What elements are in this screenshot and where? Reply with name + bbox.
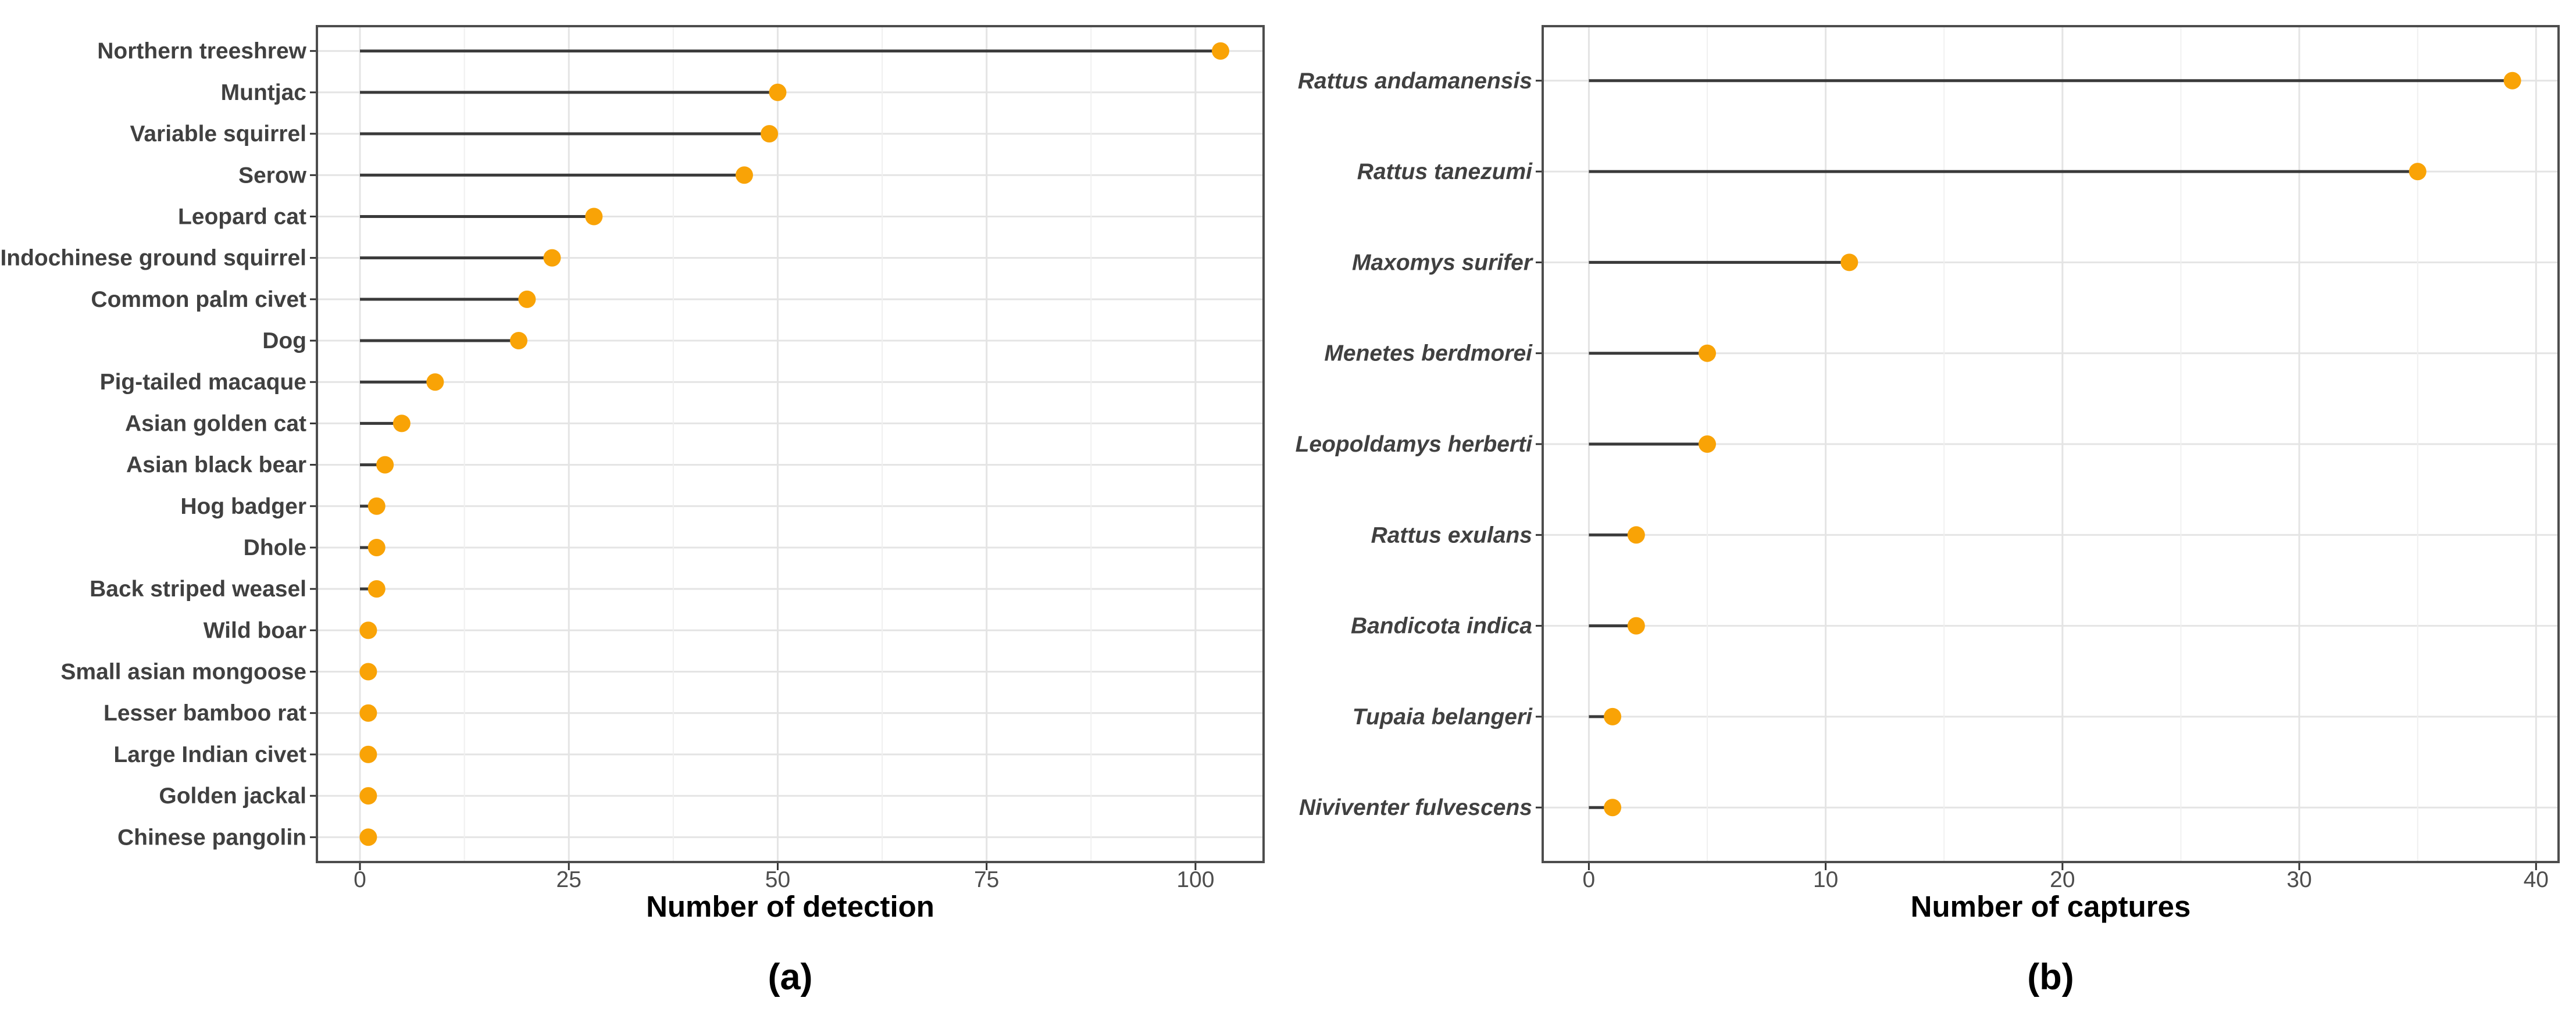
lollipop-dot bbox=[518, 290, 536, 308]
lollipop-dot bbox=[1627, 526, 1645, 544]
category-label: Golden jackal bbox=[159, 784, 306, 809]
lollipop-dot bbox=[1699, 435, 1717, 453]
category-label: Pig-tailed macaque bbox=[100, 370, 306, 395]
lollipop-dot bbox=[735, 166, 753, 184]
x-tick-label: 75 bbox=[974, 867, 999, 892]
lollipop-dot bbox=[359, 787, 377, 805]
x-tick-label: 30 bbox=[2286, 867, 2311, 892]
category-label: Northern treeshrew bbox=[97, 39, 306, 64]
category-label: Back striped weasel bbox=[90, 577, 306, 602]
lollipop-dot bbox=[368, 497, 386, 515]
lollipop-dot bbox=[2503, 71, 2521, 90]
category-label: Leopard cat bbox=[178, 204, 306, 229]
lollipop-dot bbox=[359, 621, 377, 639]
x-axis-title: Number of captures bbox=[1911, 890, 2191, 923]
lollipop-dot bbox=[1699, 344, 1717, 362]
category-label: Rattus exulans bbox=[1371, 523, 1532, 548]
lollipop-dot bbox=[585, 208, 603, 226]
lollipop-dot bbox=[510, 332, 528, 350]
x-tick-label: 40 bbox=[2524, 867, 2549, 892]
category-label: Rattus andamanensis bbox=[1298, 69, 1532, 94]
category-label: Indochinese ground squirrel bbox=[0, 246, 306, 271]
category-label: Menetes berdmorei bbox=[1324, 341, 1533, 366]
category-label: Bandicota indica bbox=[1351, 614, 1532, 639]
panel-caption: (a) bbox=[768, 957, 813, 997]
category-label: Asian black bear bbox=[126, 453, 306, 478]
x-tick-label: 0 bbox=[354, 867, 366, 892]
category-label: Common palm civet bbox=[91, 287, 306, 312]
category-label: Niviventer fulvescens bbox=[1299, 795, 1532, 820]
lollipop-dot bbox=[1627, 617, 1645, 635]
lollipop-dot bbox=[359, 828, 377, 846]
lollipop-dot bbox=[543, 249, 561, 267]
category-label: Large Indian civet bbox=[113, 742, 306, 767]
category-label: Leopoldamys herberti bbox=[1296, 432, 1533, 457]
lollipop-dot bbox=[359, 745, 377, 763]
category-label: Muntjac bbox=[221, 80, 306, 105]
lollipop-dot bbox=[359, 704, 377, 722]
lollipop-dot bbox=[359, 663, 377, 681]
category-label: Rattus tanezumi bbox=[1357, 159, 1533, 184]
x-tick-label: 0 bbox=[1583, 867, 1596, 892]
lollipop-dot bbox=[769, 83, 787, 101]
x-axis-title: Number of detection bbox=[646, 890, 934, 923]
category-label: Dog bbox=[262, 328, 306, 353]
lollipop-dot bbox=[761, 125, 779, 143]
panel-border bbox=[1542, 25, 2560, 863]
panel-a: 0 25 50 75 100 Northern treeshrew Muntjac Varia… bbox=[0, 25, 1265, 997]
lollipop-dot bbox=[393, 414, 411, 432]
panel-border bbox=[316, 25, 1265, 863]
category-label: Lesser bamboo rat bbox=[104, 701, 306, 726]
lollipop-dot bbox=[1604, 707, 1622, 725]
lollipop-dot bbox=[368, 580, 386, 598]
lollipop-dot bbox=[426, 373, 444, 391]
category-label: Wild boar bbox=[204, 618, 306, 643]
panel-b: 0 10 20 30 40 Rattus andamanensis Rattus tanez… bbox=[1296, 25, 2560, 997]
x-tick-label: 50 bbox=[765, 867, 790, 892]
category-label: Asian golden cat bbox=[125, 411, 306, 436]
x-tick-label: 100 bbox=[1176, 867, 1214, 892]
x-tick-label: 20 bbox=[2050, 867, 2075, 892]
category-label: Small asian mongoose bbox=[60, 660, 306, 685]
lollipop-dot bbox=[1604, 799, 1622, 817]
lollipop-dot bbox=[368, 538, 386, 556]
category-label: Dhole bbox=[244, 535, 306, 560]
category-label: Chinese pangolin bbox=[117, 825, 306, 850]
category-label: Serow bbox=[238, 163, 307, 188]
lollipop-dot bbox=[376, 456, 394, 474]
category-label: Variable squirrel bbox=[130, 121, 307, 146]
category-label: Tupaia belangeri bbox=[1353, 705, 1533, 730]
lollipop-dot bbox=[1212, 42, 1229, 60]
category-label: Hog badger bbox=[180, 494, 306, 519]
x-tick-label: 25 bbox=[556, 867, 581, 892]
category-label: Maxomys surifer bbox=[1352, 250, 1533, 275]
x-tick-label: 10 bbox=[1813, 867, 1838, 892]
panel-caption: (b) bbox=[2027, 957, 2074, 997]
lollipop-dot bbox=[2409, 163, 2427, 181]
lollipop-dot bbox=[1840, 253, 1858, 271]
